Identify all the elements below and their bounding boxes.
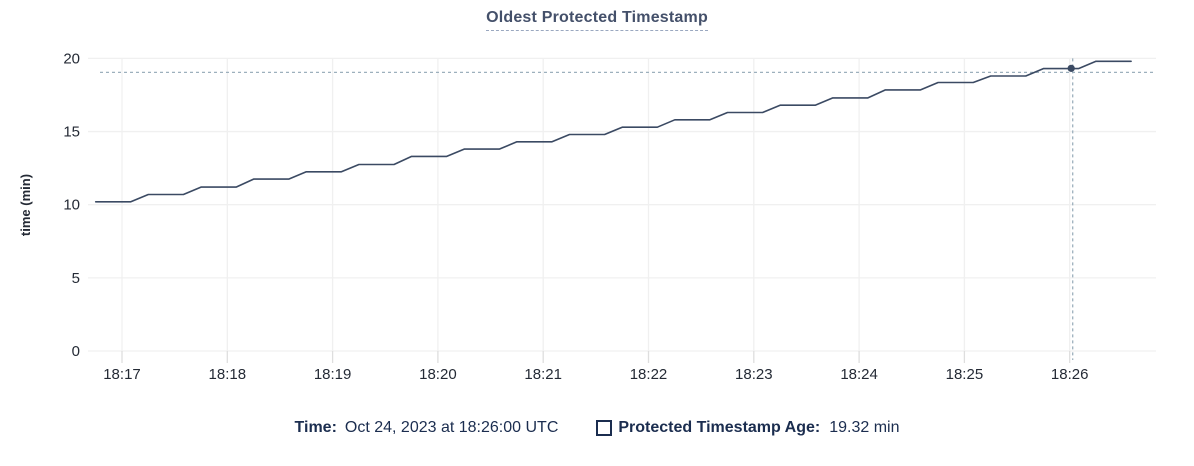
x-tick-label: 18:24 <box>840 366 878 383</box>
hover-time-value: Oct 24, 2023 at 18:26:00 UTC <box>344 419 559 436</box>
x-tick-label: 18:23 <box>735 366 773 383</box>
y-tick-label: 15 <box>63 124 80 141</box>
y-tick-label: 20 <box>63 50 80 67</box>
x-tick-label: 18:19 <box>314 366 352 383</box>
x-tick-label: 18:21 <box>524 366 562 383</box>
x-tick-label: 18:26 <box>1051 366 1089 383</box>
x-tick-label: 18:18 <box>209 366 247 383</box>
chart-title-row: Oldest Protected Timestamp <box>0 9 1194 31</box>
hover-point <box>1067 64 1075 72</box>
x-tick-label: 18:17 <box>103 366 141 383</box>
x-tick-label: 18:20 <box>419 366 457 383</box>
hover-series-label: Protected Timestamp Age: <box>618 419 821 436</box>
y-tick-label: 0 <box>72 343 80 360</box>
x-tick-label: 18:22 <box>630 366 668 383</box>
y-axis-title: time (min) <box>18 174 33 236</box>
chart-title[interactable]: Oldest Protected Timestamp <box>486 9 708 31</box>
series-swatch-icon <box>596 420 613 436</box>
hover-time-label: Time: <box>294 419 337 436</box>
y-tick-label: 5 <box>72 270 80 287</box>
hover-series-value: 19.32 min <box>829 419 900 436</box>
series-line <box>94 60 1132 203</box>
y-tick-label: 10 <box>63 197 80 214</box>
hover-legend: Time: Oct 24, 2023 at 18:26:00 UTC Prote… <box>0 419 1194 437</box>
x-tick-label: 18:25 <box>946 366 984 383</box>
